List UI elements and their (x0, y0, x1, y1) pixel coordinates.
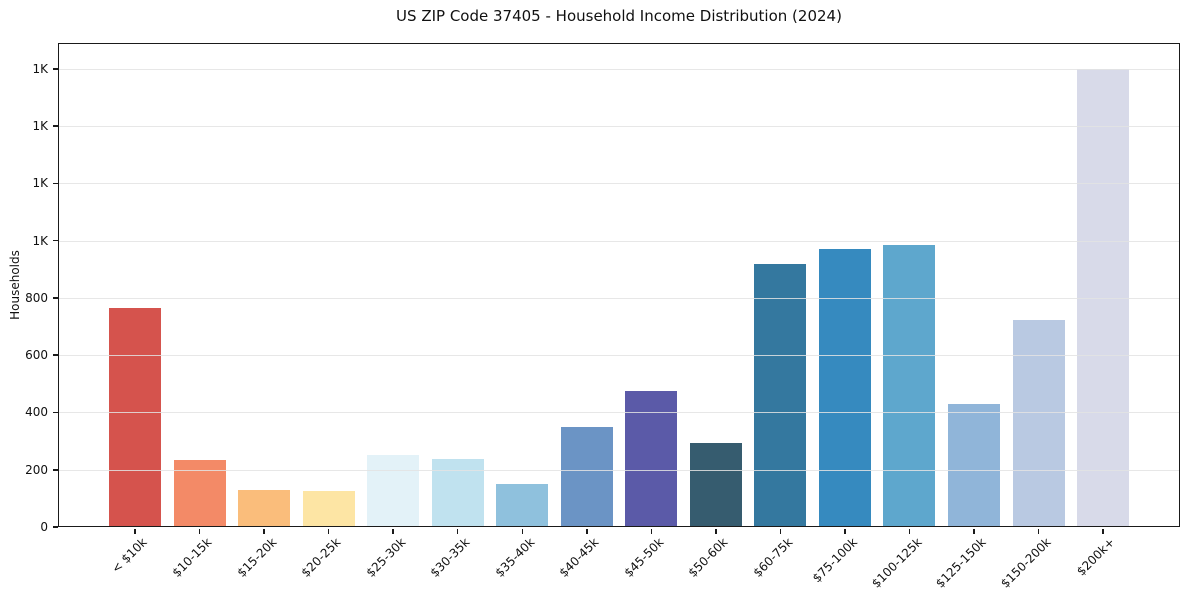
bar (1012, 320, 1065, 527)
bar (173, 459, 226, 527)
y-axis-label: Households (8, 250, 22, 320)
x-tick-label: $35-40k (492, 535, 538, 580)
bar (625, 391, 678, 527)
x-tick-mark (521, 528, 523, 534)
gridline (58, 126, 1180, 128)
x-tick-label: $10-15k (169, 535, 215, 580)
gridline (58, 68, 1180, 70)
y-tick-label: 0 (40, 520, 48, 534)
chart-title: US ZIP Code 37405 - Household Income Dis… (396, 7, 842, 25)
plot-area (58, 43, 1180, 527)
y-tick-label: 1K (32, 233, 48, 248)
bar (883, 244, 936, 527)
x-tick-label: $30-35k (427, 535, 473, 580)
x-tick-mark (715, 528, 717, 534)
x-tick-label: $125-150k (933, 535, 989, 590)
x-tick-mark (586, 528, 588, 534)
y-tick-label: 400 (25, 405, 48, 420)
y-tick-label: 800 (25, 290, 48, 305)
bar (818, 249, 871, 527)
x-tick-mark (844, 528, 846, 534)
x-tick-mark (327, 528, 330, 534)
x-tick-label: $150-200k (997, 535, 1054, 590)
bar (754, 263, 807, 527)
bar (947, 403, 1000, 527)
bar (109, 307, 161, 527)
x-tick-label: $200k+ (1074, 535, 1118, 579)
y-tick-mark (53, 354, 58, 356)
x-tick-label: $15-20k (234, 535, 279, 580)
x-tick-label: $45-50k (621, 535, 667, 580)
y-tick-mark (53, 469, 58, 471)
y-tick-mark (53, 297, 58, 299)
x-tick-mark (392, 528, 394, 534)
x-tick-label: $75-100k (809, 535, 860, 586)
bar (496, 484, 549, 527)
gridline (58, 240, 1180, 242)
x-tick-label: $20-25k (298, 535, 344, 580)
x-tick-label: $25-30k (363, 535, 408, 580)
bar (238, 489, 291, 527)
x-tick-mark (650, 528, 652, 534)
y-tick-mark (53, 68, 58, 70)
y-tick-mark (53, 182, 58, 185)
x-tick-mark (456, 528, 459, 534)
gridline (58, 297, 1180, 299)
x-tick-mark (908, 528, 911, 534)
x-tick-label: < $10k (109, 535, 150, 576)
y-tick-mark (53, 411, 58, 414)
bar (689, 443, 742, 527)
x-tick-label: $100-125k (868, 535, 925, 590)
x-tick-mark (198, 528, 201, 534)
gridline (58, 183, 1180, 185)
gridline (58, 412, 1180, 414)
y-tick-mark (53, 526, 58, 528)
y-tick-label: 600 (25, 348, 48, 363)
x-tick-label: $50-60k (685, 535, 731, 580)
gridline (58, 355, 1180, 357)
x-tick-mark (1102, 528, 1104, 534)
y-tick-label: 1K (32, 119, 48, 134)
x-tick-mark (134, 528, 136, 534)
y-tick-label: 1K (32, 61, 48, 76)
gridline (58, 469, 1180, 471)
y-tick-mark (53, 239, 58, 242)
x-tick-mark (263, 528, 265, 534)
y-tick-mark (53, 125, 58, 127)
x-tick-label: $40-45k (556, 535, 602, 580)
x-tick-mark (1037, 528, 1040, 534)
bar (367, 455, 420, 527)
bar (560, 426, 613, 527)
y-tick-label: 1K (32, 176, 48, 191)
x-tick-mark (779, 528, 782, 534)
y-tick-label: 200 (25, 462, 48, 477)
x-tick-label: $60-75k (750, 535, 796, 580)
bar (302, 490, 355, 527)
x-tick-mark (973, 528, 975, 534)
